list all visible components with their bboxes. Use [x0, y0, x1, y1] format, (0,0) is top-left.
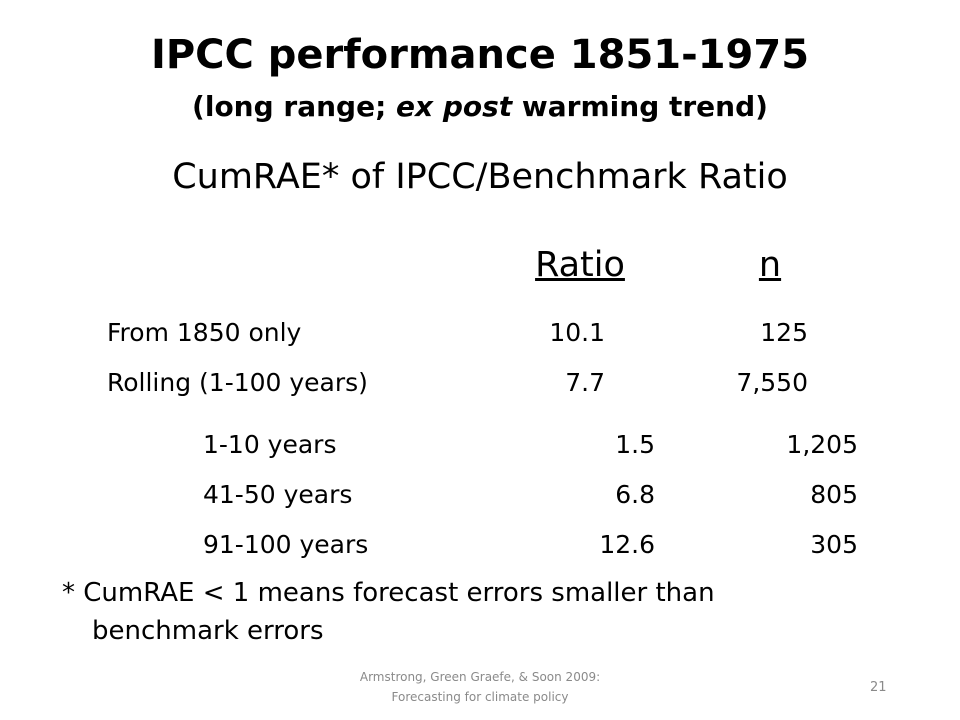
table-cell: 10.1	[549, 318, 605, 347]
table-cell: Rolling (1-100 years)	[107, 368, 368, 397]
table-cell: 805	[810, 480, 858, 509]
subtitle-part: (long range;	[192, 90, 397, 123]
heading: CumRAE* of IPCC/Benchmark Ratio	[172, 157, 788, 197]
table-cell: From 1850 only	[107, 318, 302, 347]
table-cell: 7.7	[565, 368, 605, 397]
column-header: n	[758, 245, 782, 285]
table-cell: 305	[810, 530, 858, 559]
page-number: 21	[870, 680, 887, 695]
title: IPCC performance 1851-1975	[150, 32, 810, 78]
footnote-line: * CumRAE < 1 means forecast errors small…	[62, 578, 715, 608]
table-cell: 91-100 years	[203, 530, 369, 559]
footer-line: Armstrong, Green Graefe, & Soon 2009:	[359, 670, 601, 684]
table-cell: 41-50 years	[203, 480, 353, 509]
column-header: Ratio	[535, 245, 625, 285]
subtitle: (long range; ex post warming trend)	[0, 90, 960, 123]
table-cell: 6.8	[615, 480, 655, 509]
subtitle-italic: ex post	[396, 90, 513, 123]
table-cell: 1,205	[786, 430, 858, 459]
table-cell: 125	[760, 318, 808, 347]
table-cell: 7,550	[736, 368, 808, 397]
table-cell: 12.6	[599, 530, 655, 559]
table-cell: 1-10 years	[203, 430, 337, 459]
footnote-line: benchmark errors	[92, 616, 324, 646]
table-cell: 1.5	[615, 430, 655, 459]
footer-line: Forecasting for climate policy	[391, 690, 569, 704]
subtitle-part: warming trend)	[512, 90, 768, 123]
